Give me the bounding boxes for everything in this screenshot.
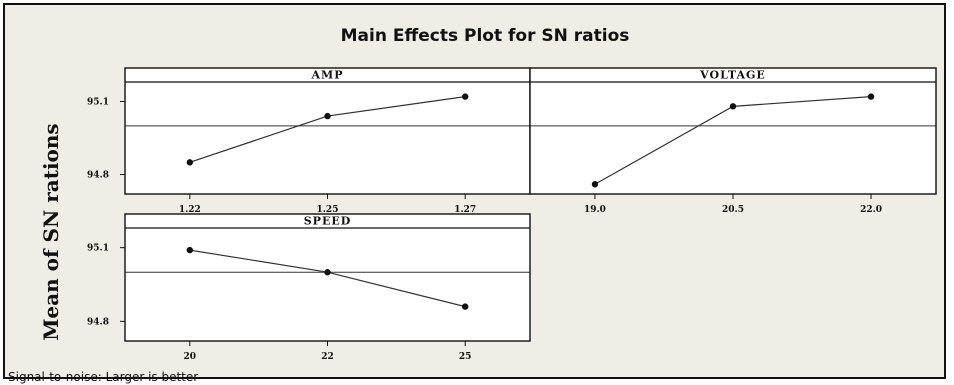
y-axis-label: Mean of SN rations [39,123,63,340]
panel-speed: SPEED 94.8 95.1 20 22 25 [87,213,531,362]
panel-background [125,214,530,341]
x-tick-label: 19.0 [584,205,606,215]
x-tick-label: 22 [321,352,334,362]
x-tick-label: 20.5 [722,205,744,215]
data-point [324,269,331,276]
x-tick-label: 20 [184,352,197,362]
data-point [186,159,193,166]
panel-background [125,68,530,194]
x-tick-label: 1.27 [454,205,476,215]
data-point [462,303,469,310]
y-tick-label: 94.8 [87,317,109,327]
x-tick-label: 1.25 [317,205,339,215]
x-tick-label: 1.22 [179,205,201,215]
panel-voltage: VOLTAGE 19.0 20.5 22.0 [529,67,937,215]
y-tick-label: 95.1 [87,244,109,254]
y-tick-label: 95.1 [87,97,109,107]
panel-background [530,68,936,194]
panel-amp: AMP 94.8 95.1 1.22 1.25 1.27 [87,67,531,215]
x-tick-label: 25 [459,352,472,362]
x-tick-label: 22.0 [860,205,882,215]
panel-title: VOLTAGE [699,69,766,82]
data-point [867,93,875,100]
y-tick-label: 94.8 [87,171,109,181]
panels-layer: AMP 94.8 95.1 1.22 1.25 1.27 VOLTAGE 19.0 20.5 22… [87,67,937,362]
data-point [591,181,599,188]
panel-title: AMP [311,69,344,82]
footnote: Signal-to-noise: Larger is better [8,370,198,384]
data-point [462,93,469,100]
data-point [324,112,331,120]
panel-title: SPEED [304,215,352,228]
data-point [186,246,193,254]
data-point [729,103,737,110]
chart-title: Main Effects Plot for SN ratios [341,26,630,46]
